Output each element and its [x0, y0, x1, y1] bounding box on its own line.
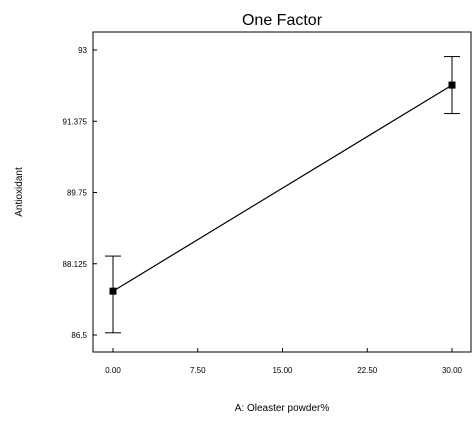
y-tick-label: 89.75 [67, 189, 88, 198]
x-axis-label: A: Oleaster powder% [235, 403, 330, 414]
x-tick-label: 30.00 [442, 366, 463, 375]
y-tick-label: 86.5 [71, 331, 87, 340]
data-point [448, 81, 456, 89]
x-tick-label: 15.00 [272, 366, 293, 375]
x-tick-label: 22.50 [357, 366, 378, 375]
x-tick-label: 7.50 [190, 366, 206, 375]
y-axis-label: Antioxidant [14, 167, 25, 217]
y-tick-label: 93 [78, 46, 87, 55]
plot-frame [92, 31, 472, 353]
y-tick-label: 88.125 [63, 260, 88, 269]
y-axis: 86.5 88.125 89.75 91.375 93 [63, 46, 97, 340]
x-tick-label: 0.00 [105, 366, 121, 375]
chart-title: One Factor [242, 12, 323, 29]
series-line [112, 84, 453, 292]
x-axis: 0.00 7.50 15.00 22.50 30.00 [105, 348, 463, 375]
data-point [109, 287, 117, 295]
y-tick-label: 91.375 [63, 117, 88, 126]
series-layer [105, 56, 460, 334]
